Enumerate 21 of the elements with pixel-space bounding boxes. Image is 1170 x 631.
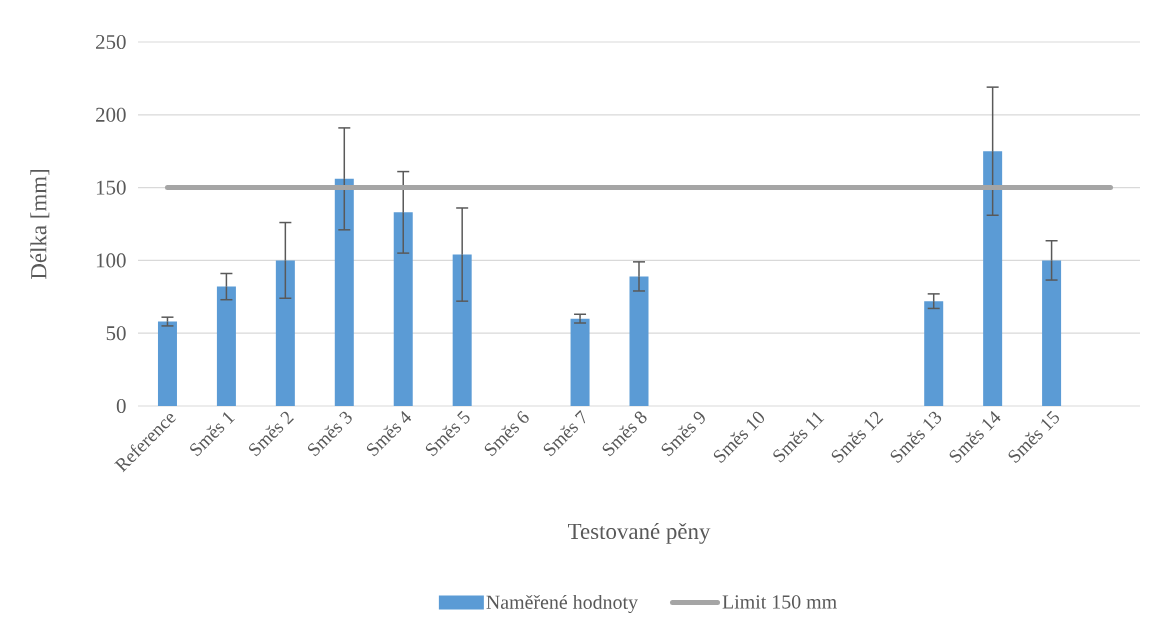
legend-label: Naměřené hodnoty — [486, 594, 638, 614]
bar — [570, 318, 590, 406]
bar — [629, 276, 649, 406]
y-tick-label: 100 — [96, 253, 126, 268]
legend-label: Limit 150 mm — [722, 595, 837, 609]
bar — [216, 286, 236, 406]
y-tick-label: 150 — [96, 180, 126, 195]
bar — [334, 178, 354, 406]
x-axis-title: Testované pěny — [568, 522, 711, 544]
y-tick-label: 250 — [96, 34, 126, 50]
y-tick-label: 0 — [116, 398, 126, 414]
bar — [452, 254, 472, 406]
y-tick-label: 50 — [106, 326, 126, 341]
bar — [1042, 260, 1062, 406]
y-tick-label: 200 — [96, 107, 126, 122]
bar — [924, 301, 944, 406]
bar — [157, 321, 177, 406]
y-axis-title: Délka [mm] — [30, 170, 50, 280]
bar — [983, 151, 1003, 406]
bar — [393, 212, 413, 406]
bar — [275, 260, 295, 406]
